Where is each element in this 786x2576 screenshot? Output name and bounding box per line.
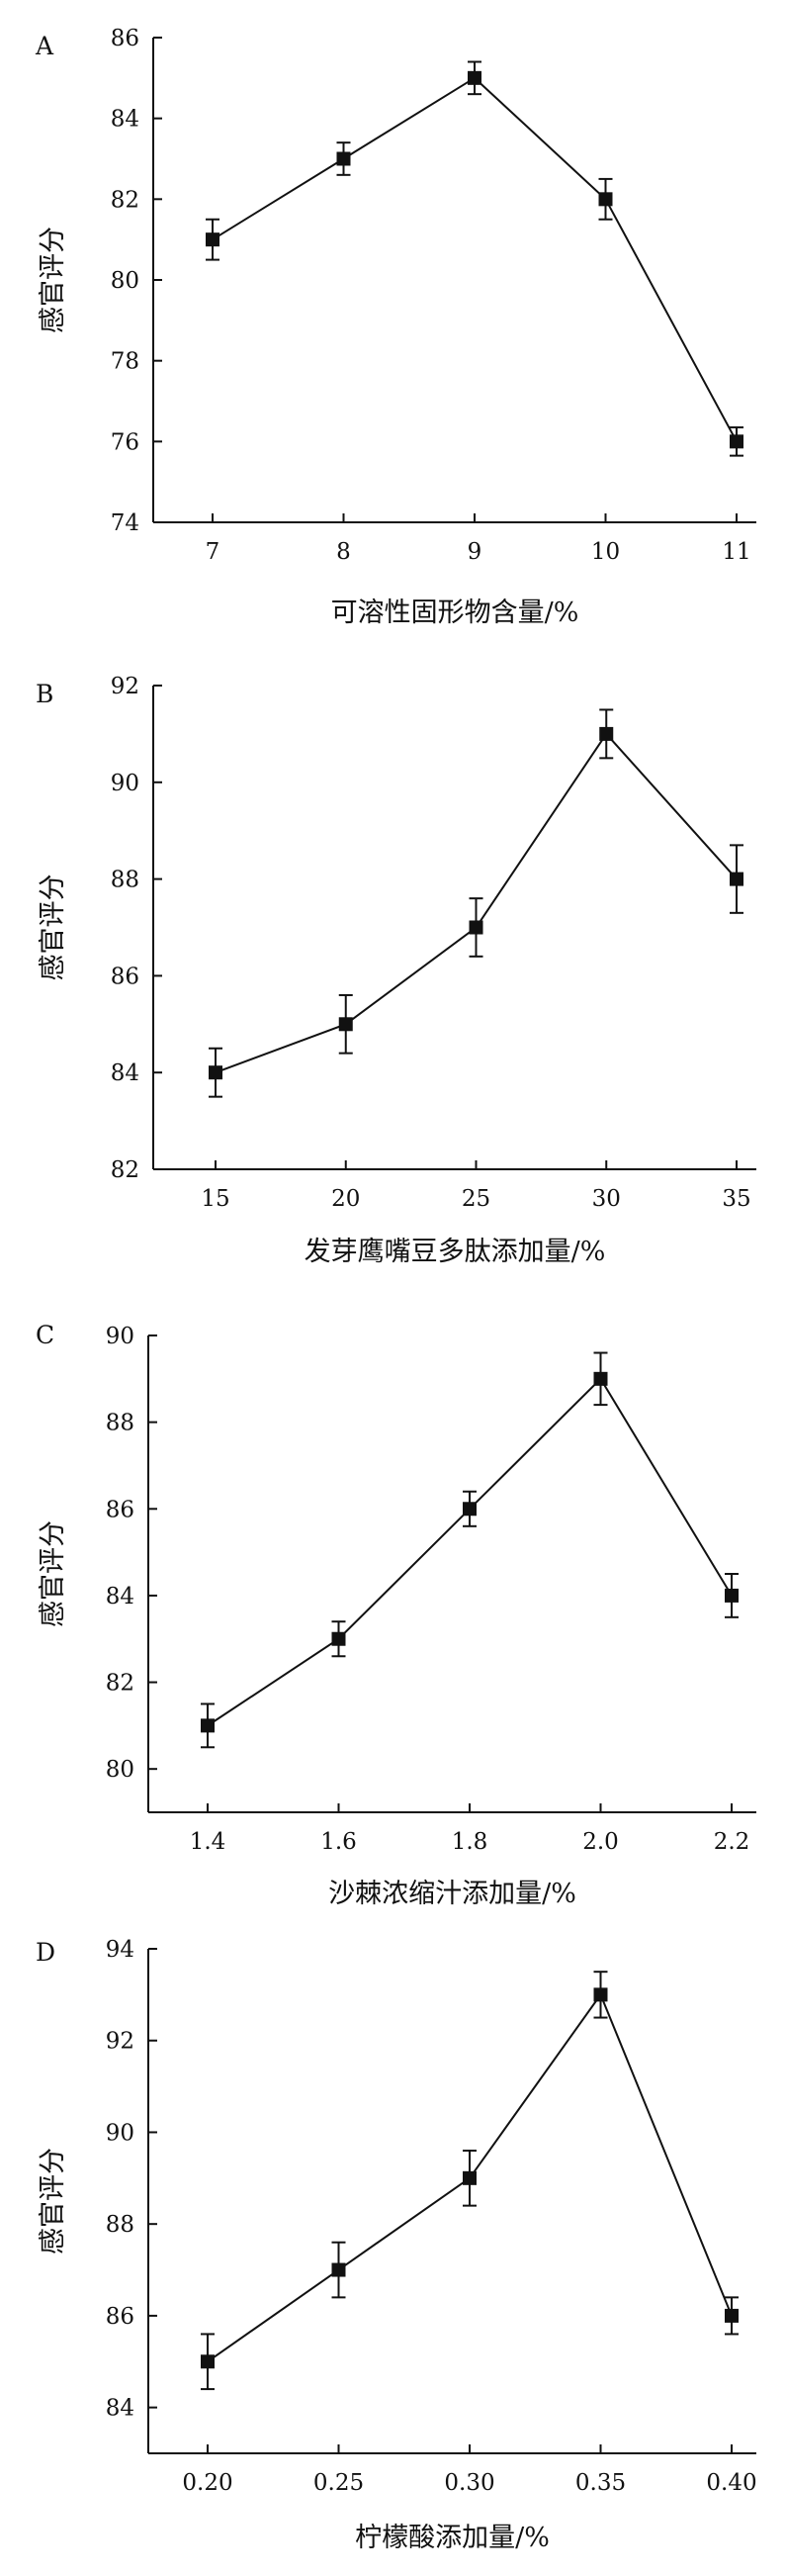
data-point-d-2 bbox=[463, 2170, 477, 2185]
x-tick-label-a-1: 8 bbox=[336, 539, 351, 565]
y-tick-label-a-2: 78 bbox=[111, 349, 139, 375]
panel-label-d: D bbox=[36, 1938, 55, 1967]
y-tick-label-b-4: 90 bbox=[111, 771, 139, 796]
y-tick-label-b-2: 86 bbox=[111, 964, 139, 989]
y-tick-label-d-3: 90 bbox=[106, 2120, 134, 2146]
chart-panel-c: C 80 82 84 86 88 90 1.4 1.6 1.8 2.0 2.2 沙棘浓缩汁添加量/% 感官… bbox=[0, 1286, 786, 1919]
y-tick-label-a-0: 74 bbox=[111, 510, 139, 536]
x-tick-label-b-0: 15 bbox=[201, 1186, 229, 1212]
x-tick-label-a-3: 10 bbox=[591, 539, 620, 565]
y-tick-label-a-1: 76 bbox=[111, 429, 139, 455]
y-tick-label-a-3: 80 bbox=[111, 268, 139, 294]
series-line-c-0 bbox=[207, 1377, 733, 1727]
data-point-d-1 bbox=[331, 2262, 346, 2277]
y-axis-title-d: 感官评分 bbox=[38, 2148, 68, 2254]
y-tick-label-c-3: 86 bbox=[106, 1497, 134, 1522]
y-tick-label-d-2: 88 bbox=[106, 2212, 134, 2238]
x-tick-label-d-0: 0.20 bbox=[182, 2470, 232, 2496]
chart-panel-d: D 84 86 88 90 92 94 0.20 0.25 0.30 0.35 0.40 柠檬酸添加量/… bbox=[0, 1919, 786, 2576]
data-point-c-3 bbox=[593, 1371, 608, 1386]
y-tick-label-a-6: 86 bbox=[111, 26, 139, 51]
data-point-a-3 bbox=[598, 192, 613, 207]
x-tick-label-c-3: 2.0 bbox=[582, 1829, 619, 1855]
data-point-c-1 bbox=[331, 1631, 346, 1646]
data-point-d-3 bbox=[593, 1987, 608, 2002]
data-point-b-2 bbox=[469, 920, 483, 935]
x-tick-label-a-4: 11 bbox=[722, 539, 750, 565]
data-point-a-0 bbox=[206, 232, 219, 247]
y-tick-label-a-4: 82 bbox=[111, 187, 139, 213]
y-tick-label-d-4: 92 bbox=[106, 2029, 134, 2055]
x-tick-label-d-1: 0.25 bbox=[313, 2470, 364, 2496]
chart-b-svg: B 82 84 86 88 90 92 15 20 25 30 35 发芽鹰嘴豆多肽添加量/% 感官评分 bbox=[36, 674, 756, 1267]
x-axis-title-c: 沙棘浓缩汁添加量/% bbox=[328, 1879, 576, 1909]
y-tick-label-b-3: 88 bbox=[111, 868, 139, 893]
x-tick-label-c-2: 1.8 bbox=[452, 1829, 488, 1855]
x-tick-label-c-4: 2.2 bbox=[714, 1829, 750, 1855]
y-tick-label-a-5: 84 bbox=[111, 107, 139, 133]
x-tick-label-d-2: 0.30 bbox=[444, 2470, 494, 2496]
x-axis-title-a: 可溶性固形物含量/% bbox=[331, 598, 579, 628]
x-axis-title-b: 发芽鹰嘴豆多肽添加量/% bbox=[305, 1237, 606, 1267]
y-tick-label-c-2: 84 bbox=[106, 1584, 134, 1610]
y-tick-label-b-1: 84 bbox=[111, 1060, 139, 1086]
y-tick-label-b-0: 82 bbox=[111, 1157, 139, 1183]
chart-d-svg: D 84 86 88 90 92 94 0.20 0.25 0.30 0.35 0.40 柠檬酸添加量/… bbox=[36, 1937, 757, 2553]
data-point-d-4 bbox=[725, 2308, 739, 2323]
y-axis-title-a: 感官评分 bbox=[38, 227, 68, 333]
x-tick-label-c-1: 1.6 bbox=[320, 1829, 357, 1855]
y-tick-label-c-1: 82 bbox=[106, 1671, 134, 1697]
y-tick-label-c-0: 80 bbox=[106, 1757, 134, 1783]
x-tick-label-a-2: 9 bbox=[468, 539, 482, 565]
x-tick-label-b-3: 30 bbox=[592, 1186, 621, 1212]
x-tick-label-b-4: 35 bbox=[722, 1186, 750, 1212]
x-tick-label-b-2: 25 bbox=[462, 1186, 490, 1212]
x-tick-label-d-3: 0.35 bbox=[575, 2470, 626, 2496]
data-point-d-0 bbox=[201, 2354, 215, 2369]
panel-label-c: C bbox=[36, 1321, 54, 1349]
y-tick-label-c-4: 88 bbox=[106, 1411, 134, 1436]
data-point-b-1 bbox=[338, 1017, 353, 1032]
data-point-a-1 bbox=[336, 151, 351, 166]
y-tick-label-d-1: 86 bbox=[106, 2304, 134, 2330]
data-point-b-4 bbox=[730, 872, 743, 886]
y-axis-title-b: 感官评分 bbox=[38, 874, 68, 981]
data-point-a-2 bbox=[468, 70, 481, 85]
y-tick-label-c-5: 90 bbox=[106, 1324, 134, 1349]
panel-label-a: A bbox=[35, 32, 54, 60]
chart-panel-b: B 82 84 86 88 90 92 15 20 25 30 35 发芽鹰嘴豆多肽添加量/% 感官评分 bbox=[0, 653, 786, 1286]
y-tick-label-d-5: 94 bbox=[106, 1937, 134, 1963]
y-axis-title-c: 感官评分 bbox=[38, 1520, 68, 1627]
x-tick-label-b-1: 20 bbox=[331, 1186, 360, 1212]
chart-c-svg: C 80 82 84 86 88 90 1.4 1.6 1.8 2.0 2.2 沙棘浓缩汁添加量/% 感官… bbox=[36, 1321, 756, 1909]
x-axis-title-d: 柠檬酸添加量/% bbox=[355, 2523, 550, 2553]
y-tick-label-b-5: 92 bbox=[111, 674, 139, 699]
chart-panel-a: A 74 76 78 80 82 84 86 7 8 9 10 11 可溶性固形物含量/% 感官评分 bbox=[0, 0, 786, 653]
x-tick-label-a-0: 7 bbox=[206, 539, 220, 565]
data-point-c-0 bbox=[201, 1718, 215, 1733]
data-point-b-0 bbox=[209, 1065, 222, 1080]
x-tick-label-c-0: 1.4 bbox=[190, 1829, 226, 1855]
data-point-c-2 bbox=[463, 1502, 477, 1517]
y-tick-label-d-0: 84 bbox=[106, 2396, 134, 2422]
data-point-c-4 bbox=[725, 1588, 739, 1603]
panel-label-b: B bbox=[36, 680, 53, 708]
x-tick-label-d-4: 0.40 bbox=[706, 2470, 756, 2496]
series-line-a-0 bbox=[212, 76, 738, 442]
data-point-b-3 bbox=[599, 726, 614, 741]
data-point-a-4 bbox=[730, 434, 743, 449]
